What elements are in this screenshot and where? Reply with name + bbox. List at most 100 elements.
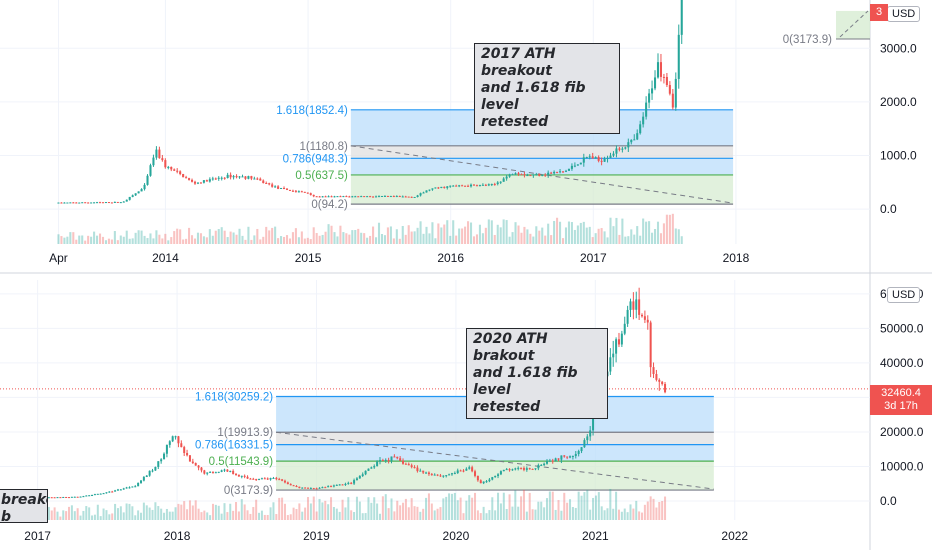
candle-body (428, 189, 431, 191)
volume-bar (493, 234, 496, 244)
volume-bar (324, 500, 327, 520)
volume-bar (101, 236, 105, 244)
volume-bar (563, 492, 566, 520)
volume-bar (377, 222, 381, 244)
candle-body (125, 199, 128, 202)
candle-body (271, 184, 274, 187)
candle-body (618, 148, 621, 150)
candle-body (508, 174, 511, 177)
volume-bar (87, 235, 90, 244)
volume-bar (163, 512, 166, 520)
candle-body (274, 186, 277, 188)
volume-bar (550, 235, 553, 244)
fib-zone-1-0786 (350, 145, 734, 159)
volume-bar (609, 217, 612, 244)
volume-bar (639, 235, 642, 244)
candle-body (202, 180, 205, 183)
candle-body (609, 155, 612, 158)
volume-bar (439, 507, 442, 520)
candle-body (358, 475, 361, 479)
candle-body (471, 467, 474, 472)
volume-bar (56, 511, 59, 520)
candle-body (573, 165, 576, 167)
candle-body (531, 468, 534, 470)
volume-bar (167, 240, 170, 244)
y-tick-label: 40000.0 (880, 356, 924, 370)
currency-badge-bottom[interactable]: USD (887, 287, 921, 303)
candle-body (235, 473, 238, 475)
candle-body (425, 472, 428, 474)
volume-bar (312, 496, 315, 520)
candle-body (291, 190, 294, 192)
volume-bar (520, 232, 523, 244)
candle-body (671, 93, 674, 108)
candle-body (554, 458, 557, 462)
volume-bar (490, 220, 493, 244)
candle-body (294, 190, 297, 192)
volume-bar (321, 502, 324, 520)
volume-bar (389, 226, 392, 244)
volume-bar (63, 237, 66, 244)
candle-body (93, 202, 96, 204)
volume-bar (612, 508, 615, 520)
x-tick-label: 2018 (164, 529, 191, 543)
volume-bar (79, 515, 82, 520)
volume-bar (577, 491, 580, 520)
candle-body (211, 471, 214, 473)
volume-bar (603, 231, 606, 244)
candle-body (137, 482, 140, 487)
volume-bar (378, 513, 381, 520)
candle-body (266, 478, 269, 480)
candle-body (564, 170, 568, 172)
volume-bar (540, 501, 543, 520)
volume-bar (606, 508, 609, 520)
candle-body (597, 157, 600, 161)
volume-bar (662, 223, 665, 244)
annotation-2017-ath[interactable]: 2017 ATH breakout and 1.618 fib level re… (474, 43, 620, 134)
volume-bar (437, 223, 440, 244)
volume-bar (161, 238, 164, 244)
volume-bar (304, 507, 307, 520)
volume-bar (617, 509, 620, 520)
volume-bar (214, 230, 217, 244)
candle-body (142, 476, 145, 481)
candle-body (548, 460, 551, 462)
volume-bar (612, 226, 615, 244)
candle-body (378, 460, 381, 462)
volume-bar (532, 236, 535, 244)
volume-bar (668, 214, 671, 244)
volume-bar (196, 232, 200, 244)
volume-bar (638, 511, 641, 520)
candle-body (389, 196, 392, 198)
volume-bar (243, 504, 246, 520)
annotation-2020-ath[interactable]: 2020 ATH brakout and 1.618 fib level ret… (466, 328, 608, 419)
candle-body (191, 461, 194, 463)
volume-bar (456, 500, 459, 520)
annotation-cut-left[interactable]: breakout b level (0, 489, 48, 523)
volume-bar (137, 510, 140, 520)
volume-bar (252, 507, 255, 520)
volume-bar (182, 239, 185, 244)
candle-body (197, 465, 200, 468)
candle-body (449, 185, 452, 187)
volume-bar (430, 503, 433, 520)
currency-badge-top[interactable]: USD (887, 6, 921, 22)
volume-bar (306, 237, 309, 244)
candle-body (465, 468, 468, 471)
volume-bar (241, 235, 244, 244)
volume-bar (586, 489, 589, 520)
volume-bar (260, 510, 263, 520)
volume-bar (165, 508, 168, 520)
volume-bar (357, 228, 360, 244)
candle-body (517, 173, 520, 175)
candle-body (188, 178, 191, 180)
candle-body (520, 174, 523, 176)
candle-body (467, 185, 470, 187)
candle-body (589, 430, 592, 437)
candle-body (73, 496, 76, 498)
volume-bar (373, 497, 376, 520)
candle-body (265, 183, 268, 185)
candle-body (383, 195, 386, 197)
volume-bar (600, 506, 603, 520)
candle-body (479, 480, 482, 484)
